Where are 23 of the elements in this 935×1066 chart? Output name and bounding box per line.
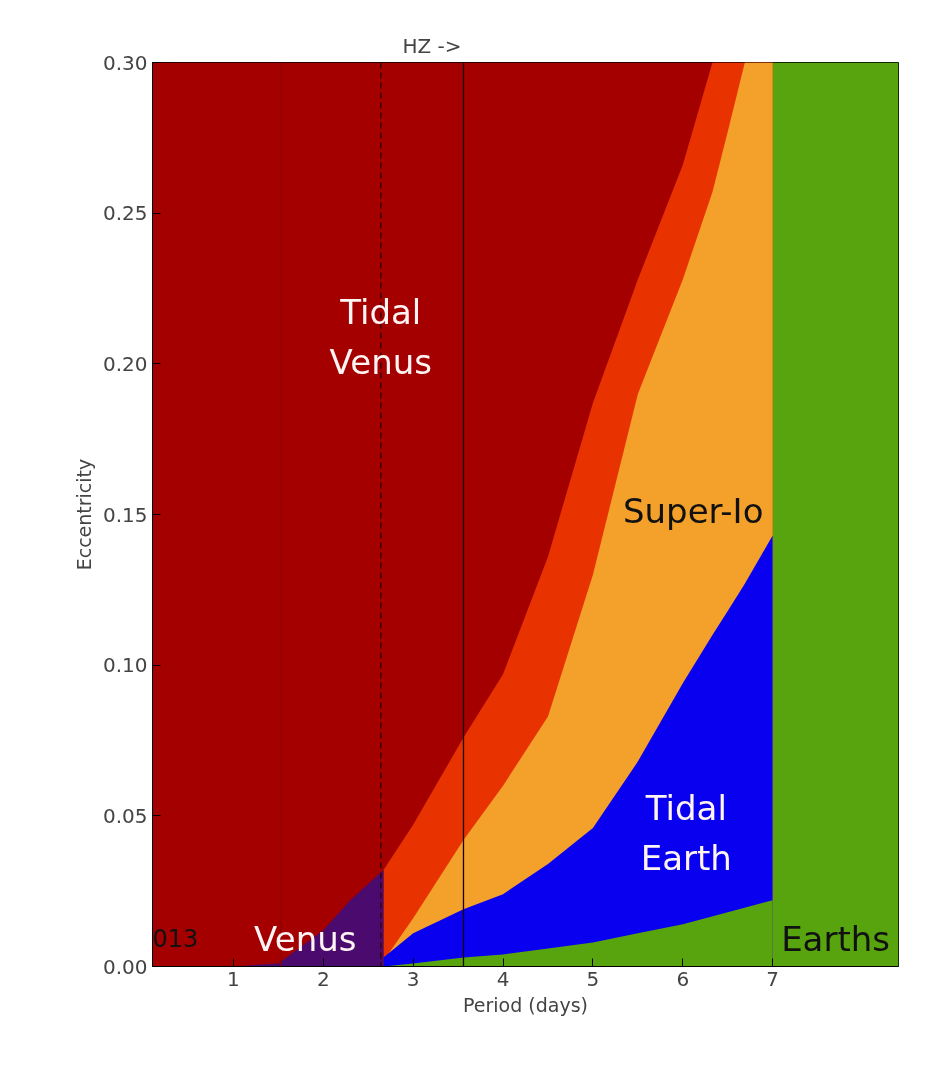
y-tick-label: 0.05	[102, 803, 148, 828]
y-tick-label: 0.30	[102, 50, 148, 75]
series-label: Super-Io	[622, 491, 764, 531]
y-tick-label: 0.00	[102, 954, 148, 979]
chart-title: HZ ->	[402, 33, 462, 58]
x-tick-label: 7	[766, 966, 780, 991]
y-tick-label: 0.20	[102, 351, 148, 376]
annotation: Venus	[254, 919, 357, 960]
x-axis-title: Period (days)	[463, 993, 588, 1016]
x-tick-label: 5	[586, 966, 600, 991]
x-tick-label: 1	[227, 966, 240, 991]
annotation: Tidal Venus	[329, 291, 432, 382]
band-label: Earths	[781, 918, 891, 959]
y-tick-label: 0.25	[102, 201, 148, 226]
y-tick-label: 0.10	[102, 653, 148, 678]
x-tick-label: 6	[676, 966, 690, 991]
series-label: Tidal Earth	[640, 788, 732, 879]
y-axis-title: Eccentricity	[72, 458, 95, 571]
y-tick-label: 0.15	[102, 502, 148, 527]
x-tick-label: 3	[406, 966, 420, 991]
x-tick-label: 4	[496, 966, 510, 991]
x-tick-label: 2	[316, 966, 330, 991]
annotation: 013	[152, 924, 199, 953]
